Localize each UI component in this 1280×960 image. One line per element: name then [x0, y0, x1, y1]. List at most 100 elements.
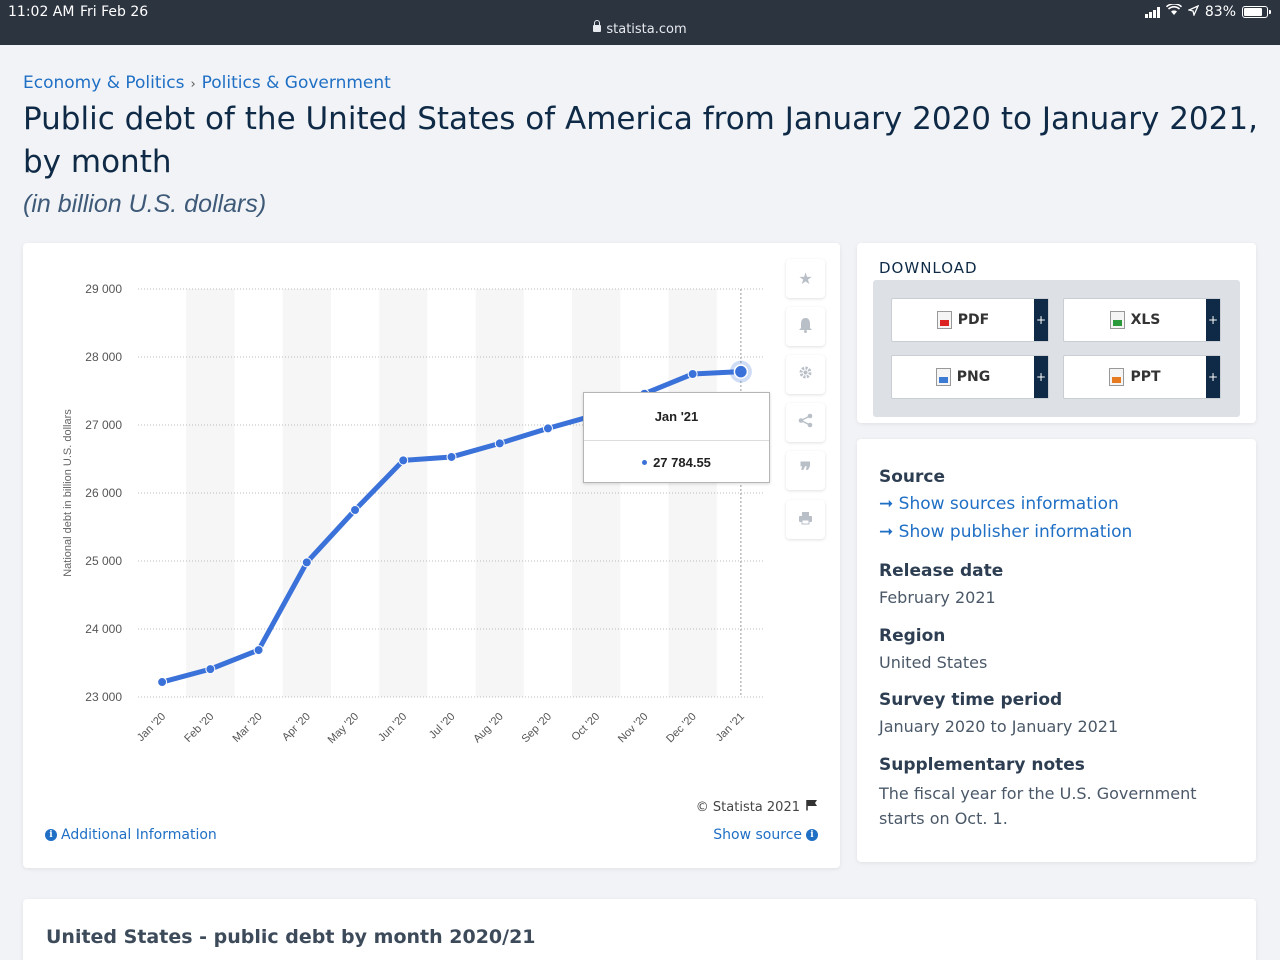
- data-point[interactable]: [687, 369, 698, 379]
- arrow-right-icon: ➞: [879, 494, 899, 514]
- ppt-file-icon: [1109, 368, 1125, 386]
- x-tick-label: Dec '20: [664, 711, 699, 746]
- gear-icon: [798, 365, 813, 384]
- y-tick-label: 23 000: [85, 690, 122, 704]
- download-pdf-button[interactable]: PDF +: [891, 298, 1049, 342]
- x-tick-label: Jan '21: [714, 711, 747, 744]
- y-tick-label: 29 000: [85, 282, 122, 296]
- data-point[interactable]: [542, 423, 553, 434]
- data-point[interactable]: [301, 557, 312, 568]
- x-tick-label: Mar '20: [231, 711, 265, 745]
- xls-label: XLS: [1130, 312, 1161, 328]
- show-publisher-text: Show publisher information: [898, 522, 1133, 542]
- data-point[interactable]: [205, 664, 216, 675]
- breadcrumb: Economy & Politics › Politics & Government: [23, 73, 391, 93]
- clock: 11:02 AM: [8, 4, 75, 20]
- flag-icon[interactable]: [806, 799, 818, 815]
- print-button[interactable]: [786, 500, 825, 539]
- additional-information-text: Additional Information: [61, 827, 217, 843]
- related-statistic-title[interactable]: United States - public debt by month 202…: [46, 926, 536, 948]
- y-tick-label: 27 000: [85, 418, 122, 432]
- settings-button[interactable]: [786, 355, 825, 394]
- page-title: Public debt of the United States of Amer…: [23, 101, 1258, 180]
- show-source-text: Show source: [713, 827, 802, 843]
- show-publisher-link[interactable]: ➞ Show publisher information: [879, 522, 1132, 542]
- y-axis-label: National debt in billion U.S. dollars: [62, 409, 74, 577]
- supplementary-notes-value: The fiscal year for the U.S. Government …: [879, 784, 1197, 828]
- cite-button[interactable]: ❞: [786, 451, 825, 490]
- related-statistic-card: United States - public debt by month 202…: [23, 899, 1256, 960]
- ppt-label: PPT: [1130, 369, 1161, 385]
- arrow-right-icon: ➞: [879, 522, 899, 542]
- plus-icon[interactable]: +: [1206, 356, 1220, 398]
- notification-button[interactable]: [786, 307, 825, 346]
- breadcrumb-economy[interactable]: Economy & Politics: [23, 73, 185, 93]
- line-chart[interactable]: 23 000 24 000 25 000 26 000 27 000 28 000 29 0…: [23, 243, 783, 783]
- copyright-text: © Statista 2021: [695, 799, 800, 815]
- y-tick-label: 26 000: [85, 486, 122, 500]
- x-tick-label: May '20: [326, 711, 361, 746]
- tooltip-value: 27 784.55: [653, 454, 711, 470]
- data-point[interactable]: [494, 438, 505, 449]
- y-tick-label: 25 000: [85, 554, 122, 568]
- png-file-icon: [935, 368, 951, 386]
- chevron-right-icon: ›: [190, 77, 196, 92]
- x-tick-label: Jul '20: [427, 711, 458, 742]
- additional-information-link[interactable]: i Additional Information: [45, 827, 217, 843]
- x-tick-label: Jan '20: [135, 711, 168, 744]
- star-icon: ★: [798, 269, 813, 288]
- battery-icon: [1242, 6, 1271, 18]
- plus-icon[interactable]: +: [1206, 299, 1220, 341]
- plus-icon[interactable]: +: [1034, 299, 1048, 341]
- chart-copyright: © Statista 2021: [696, 799, 818, 815]
- signal-icon: [1144, 6, 1160, 18]
- download-png-button[interactable]: PNG +: [891, 355, 1049, 399]
- share-button[interactable]: [786, 403, 825, 442]
- x-tick-label: Jun '20: [376, 711, 409, 744]
- info-icon: i: [45, 829, 57, 841]
- show-sources-link[interactable]: ➞ Show sources information: [879, 494, 1119, 514]
- data-point[interactable]: [157, 677, 168, 688]
- data-point[interactable]: [253, 645, 264, 656]
- share-icon: [798, 413, 813, 432]
- data-point[interactable]: [446, 451, 457, 462]
- status-icons: 83%: [1144, 3, 1271, 20]
- lock-icon: [593, 20, 602, 32]
- data-point[interactable]: [350, 505, 361, 515]
- favorite-button[interactable]: ★: [786, 259, 825, 298]
- data-point-active[interactable]: [733, 364, 749, 379]
- xls-file-icon: [1109, 311, 1125, 329]
- show-sources-text: Show sources information: [898, 494, 1119, 514]
- data-point[interactable]: [398, 455, 409, 466]
- region-label: Region: [879, 626, 946, 646]
- info-icon: i: [806, 829, 818, 841]
- download-card: DOWNLOAD PDF + XLS + PNG + PPT +: [857, 243, 1256, 423]
- download-panel: PDF + XLS + PNG + PPT +: [873, 280, 1240, 417]
- show-source-link[interactable]: Show source i: [713, 827, 818, 843]
- breadcrumb-politics[interactable]: Politics & Government: [201, 73, 391, 93]
- pdf-file-icon: [936, 311, 952, 329]
- page-subtitle: (in billion U.S. dollars): [23, 190, 267, 218]
- chart-tooltip: Jan '21 27 784.55: [583, 392, 770, 483]
- chart-card: 23 000 24 000 25 000 26 000 27 000 28 000 29 0…: [23, 243, 840, 868]
- url-text: statista.com: [606, 22, 687, 37]
- bell-icon: [798, 317, 813, 337]
- y-tick-label: 24 000: [85, 622, 122, 636]
- date: Fri Feb 26: [80, 4, 149, 20]
- tooltip-label: Jan '21: [584, 393, 769, 441]
- x-tick-label: Nov '20: [616, 711, 651, 746]
- download-xls-button[interactable]: XLS +: [1063, 298, 1221, 342]
- download-title: DOWNLOAD: [879, 259, 978, 277]
- print-icon: [798, 510, 813, 529]
- wifi-icon: [1165, 3, 1182, 20]
- x-tick-label: Oct '20: [569, 711, 602, 744]
- x-tick-label: Feb '20: [182, 711, 216, 745]
- supplementary-notes-label: Supplementary notes: [879, 755, 1085, 775]
- battery-percent: 83%: [1204, 4, 1236, 20]
- pdf-label: PDF: [957, 312, 990, 328]
- download-ppt-button[interactable]: PPT +: [1063, 355, 1221, 399]
- x-tick-label: Apr '20: [280, 711, 313, 744]
- address-bar[interactable]: statista.com: [0, 20, 1280, 37]
- plus-icon[interactable]: +: [1034, 356, 1048, 398]
- status-bar: 11:02 AM Fri Feb 26 statista.com 83%: [0, 0, 1280, 45]
